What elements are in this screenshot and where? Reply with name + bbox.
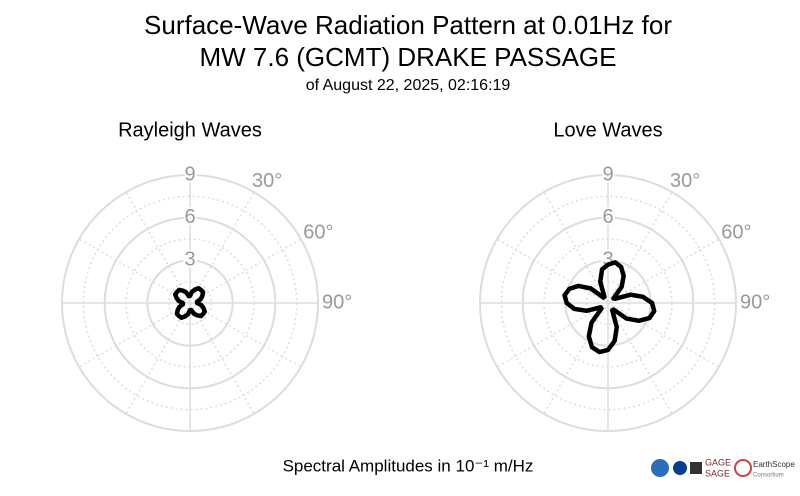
spoke: [607, 302, 673, 415]
spoke: [125, 191, 191, 304]
spoke: [189, 191, 255, 304]
theta-tick-label: 90°: [740, 291, 770, 313]
theta-tick-label: 30°: [252, 170, 282, 192]
r-tick-label: 9: [602, 163, 613, 185]
spoke: [607, 302, 720, 368]
logo-text: EarthScope: [753, 460, 795, 469]
spoke: [607, 238, 720, 304]
theta-tick-label: 90°: [322, 291, 352, 313]
title-line: MW 7.6 (GCMT) DRAKE PASSAGE: [199, 42, 616, 72]
grid-ring: [146, 259, 234, 347]
logo-text: GAGE: [705, 457, 731, 467]
chart-title: Love Waves: [553, 119, 662, 141]
logo-icon: [734, 459, 752, 477]
spoke: [78, 238, 191, 304]
logo-icon: [690, 462, 702, 474]
subtitle: of August 22, 2025, 02:16:19: [306, 77, 511, 94]
spoke: [78, 302, 191, 368]
theta-tick-label: 60°: [303, 221, 333, 243]
logo-text: SAGE: [705, 468, 730, 478]
grid-ring: [103, 216, 277, 390]
r-tick-label: 6: [184, 206, 195, 228]
spoke: [189, 302, 255, 415]
grid-ring: [521, 216, 695, 390]
grid-ring: [479, 174, 737, 432]
r-tick-label: 3: [184, 249, 195, 271]
title-line: Surface-Wave Radiation Pattern at 0.01Hz…: [144, 10, 672, 40]
spoke: [543, 302, 609, 415]
theta-tick-label: 30°: [670, 170, 700, 192]
spoke: [607, 191, 673, 304]
spoke: [496, 302, 609, 368]
chart-title: Rayleigh Waves: [118, 119, 262, 141]
radiation-pattern: [172, 285, 208, 321]
spoke: [496, 238, 609, 304]
r-tick-label: 9: [184, 163, 195, 185]
spoke: [189, 238, 302, 304]
radiation-pattern: [562, 260, 657, 355]
theta-tick-label: 60°: [721, 221, 751, 243]
logo-icon: [673, 461, 687, 475]
logo-icon: [651, 459, 669, 477]
r-tick-label: 6: [602, 206, 613, 228]
logo-text: Consortium: [753, 473, 784, 479]
grid-ring: [61, 174, 319, 432]
logos: GAGE SAGE EarthScope Consortium: [651, 457, 795, 479]
footer: Spectral Amplitudes in 10⁻¹ m/Hz: [283, 456, 534, 475]
spoke: [189, 302, 302, 368]
spoke: [125, 302, 191, 415]
spoke: [543, 191, 609, 304]
